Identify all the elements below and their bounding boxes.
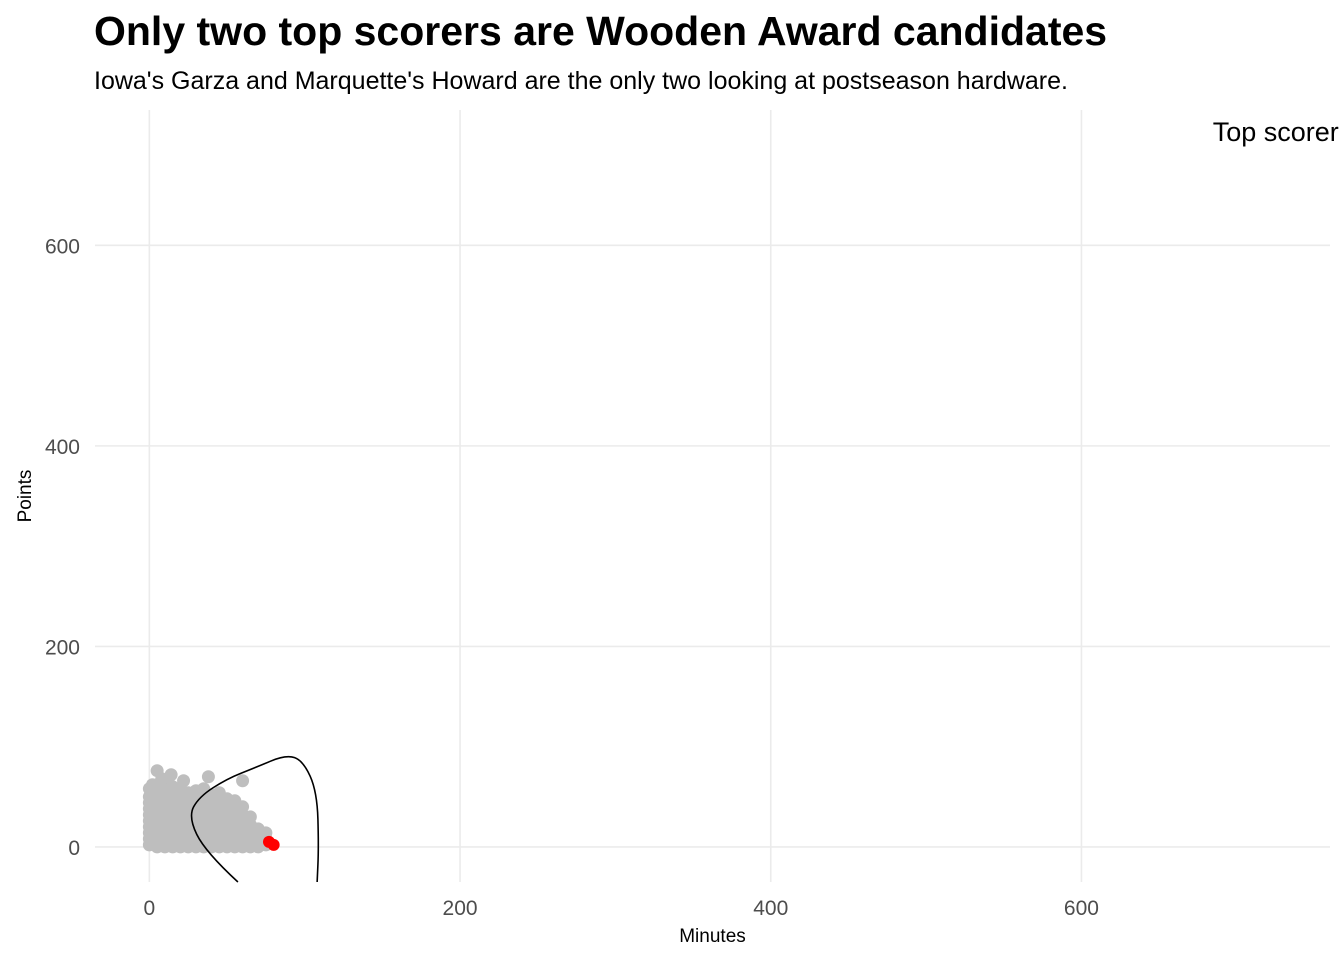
x-tick-label: 0 bbox=[144, 897, 156, 920]
point-player bbox=[243, 810, 257, 824]
x-axis-label: Minutes bbox=[679, 926, 746, 947]
point-player bbox=[201, 770, 215, 784]
y-tick-label: 0 bbox=[68, 837, 80, 860]
y-tick-label: 200 bbox=[45, 636, 80, 659]
x-tick-label: 600 bbox=[1064, 897, 1099, 920]
chart-subtitle: Iowa's Garza and Marquette's Howard are … bbox=[94, 67, 1068, 95]
y-tick-label: 400 bbox=[45, 436, 80, 459]
point-player bbox=[145, 778, 159, 792]
annotation-loop bbox=[190, 755, 320, 883]
chart-title: Only two top scorers are Wooden Award ca… bbox=[94, 8, 1108, 54]
grid-lines bbox=[95, 110, 1330, 882]
annotation-label: Top scorer bbox=[1213, 117, 1339, 147]
point-player bbox=[236, 800, 250, 814]
tick-labels: 0 200 400 600 0 200 400 600 bbox=[45, 235, 1099, 920]
point-player bbox=[177, 774, 191, 788]
points-other-players bbox=[142, 764, 273, 854]
x-tick-label: 400 bbox=[753, 897, 788, 920]
point-player bbox=[236, 774, 250, 788]
y-axis-label: Points bbox=[15, 470, 36, 523]
point-player bbox=[155, 772, 169, 786]
point-top-scorer bbox=[267, 838, 280, 851]
x-tick-label: 200 bbox=[443, 897, 478, 920]
annotation-curve bbox=[190, 755, 320, 883]
y-tick-label: 600 bbox=[45, 235, 80, 258]
points-top-scorers bbox=[262, 835, 280, 851]
